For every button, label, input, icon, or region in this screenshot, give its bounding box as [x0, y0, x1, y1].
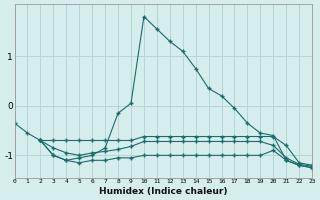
- X-axis label: Humidex (Indice chaleur): Humidex (Indice chaleur): [99, 187, 228, 196]
